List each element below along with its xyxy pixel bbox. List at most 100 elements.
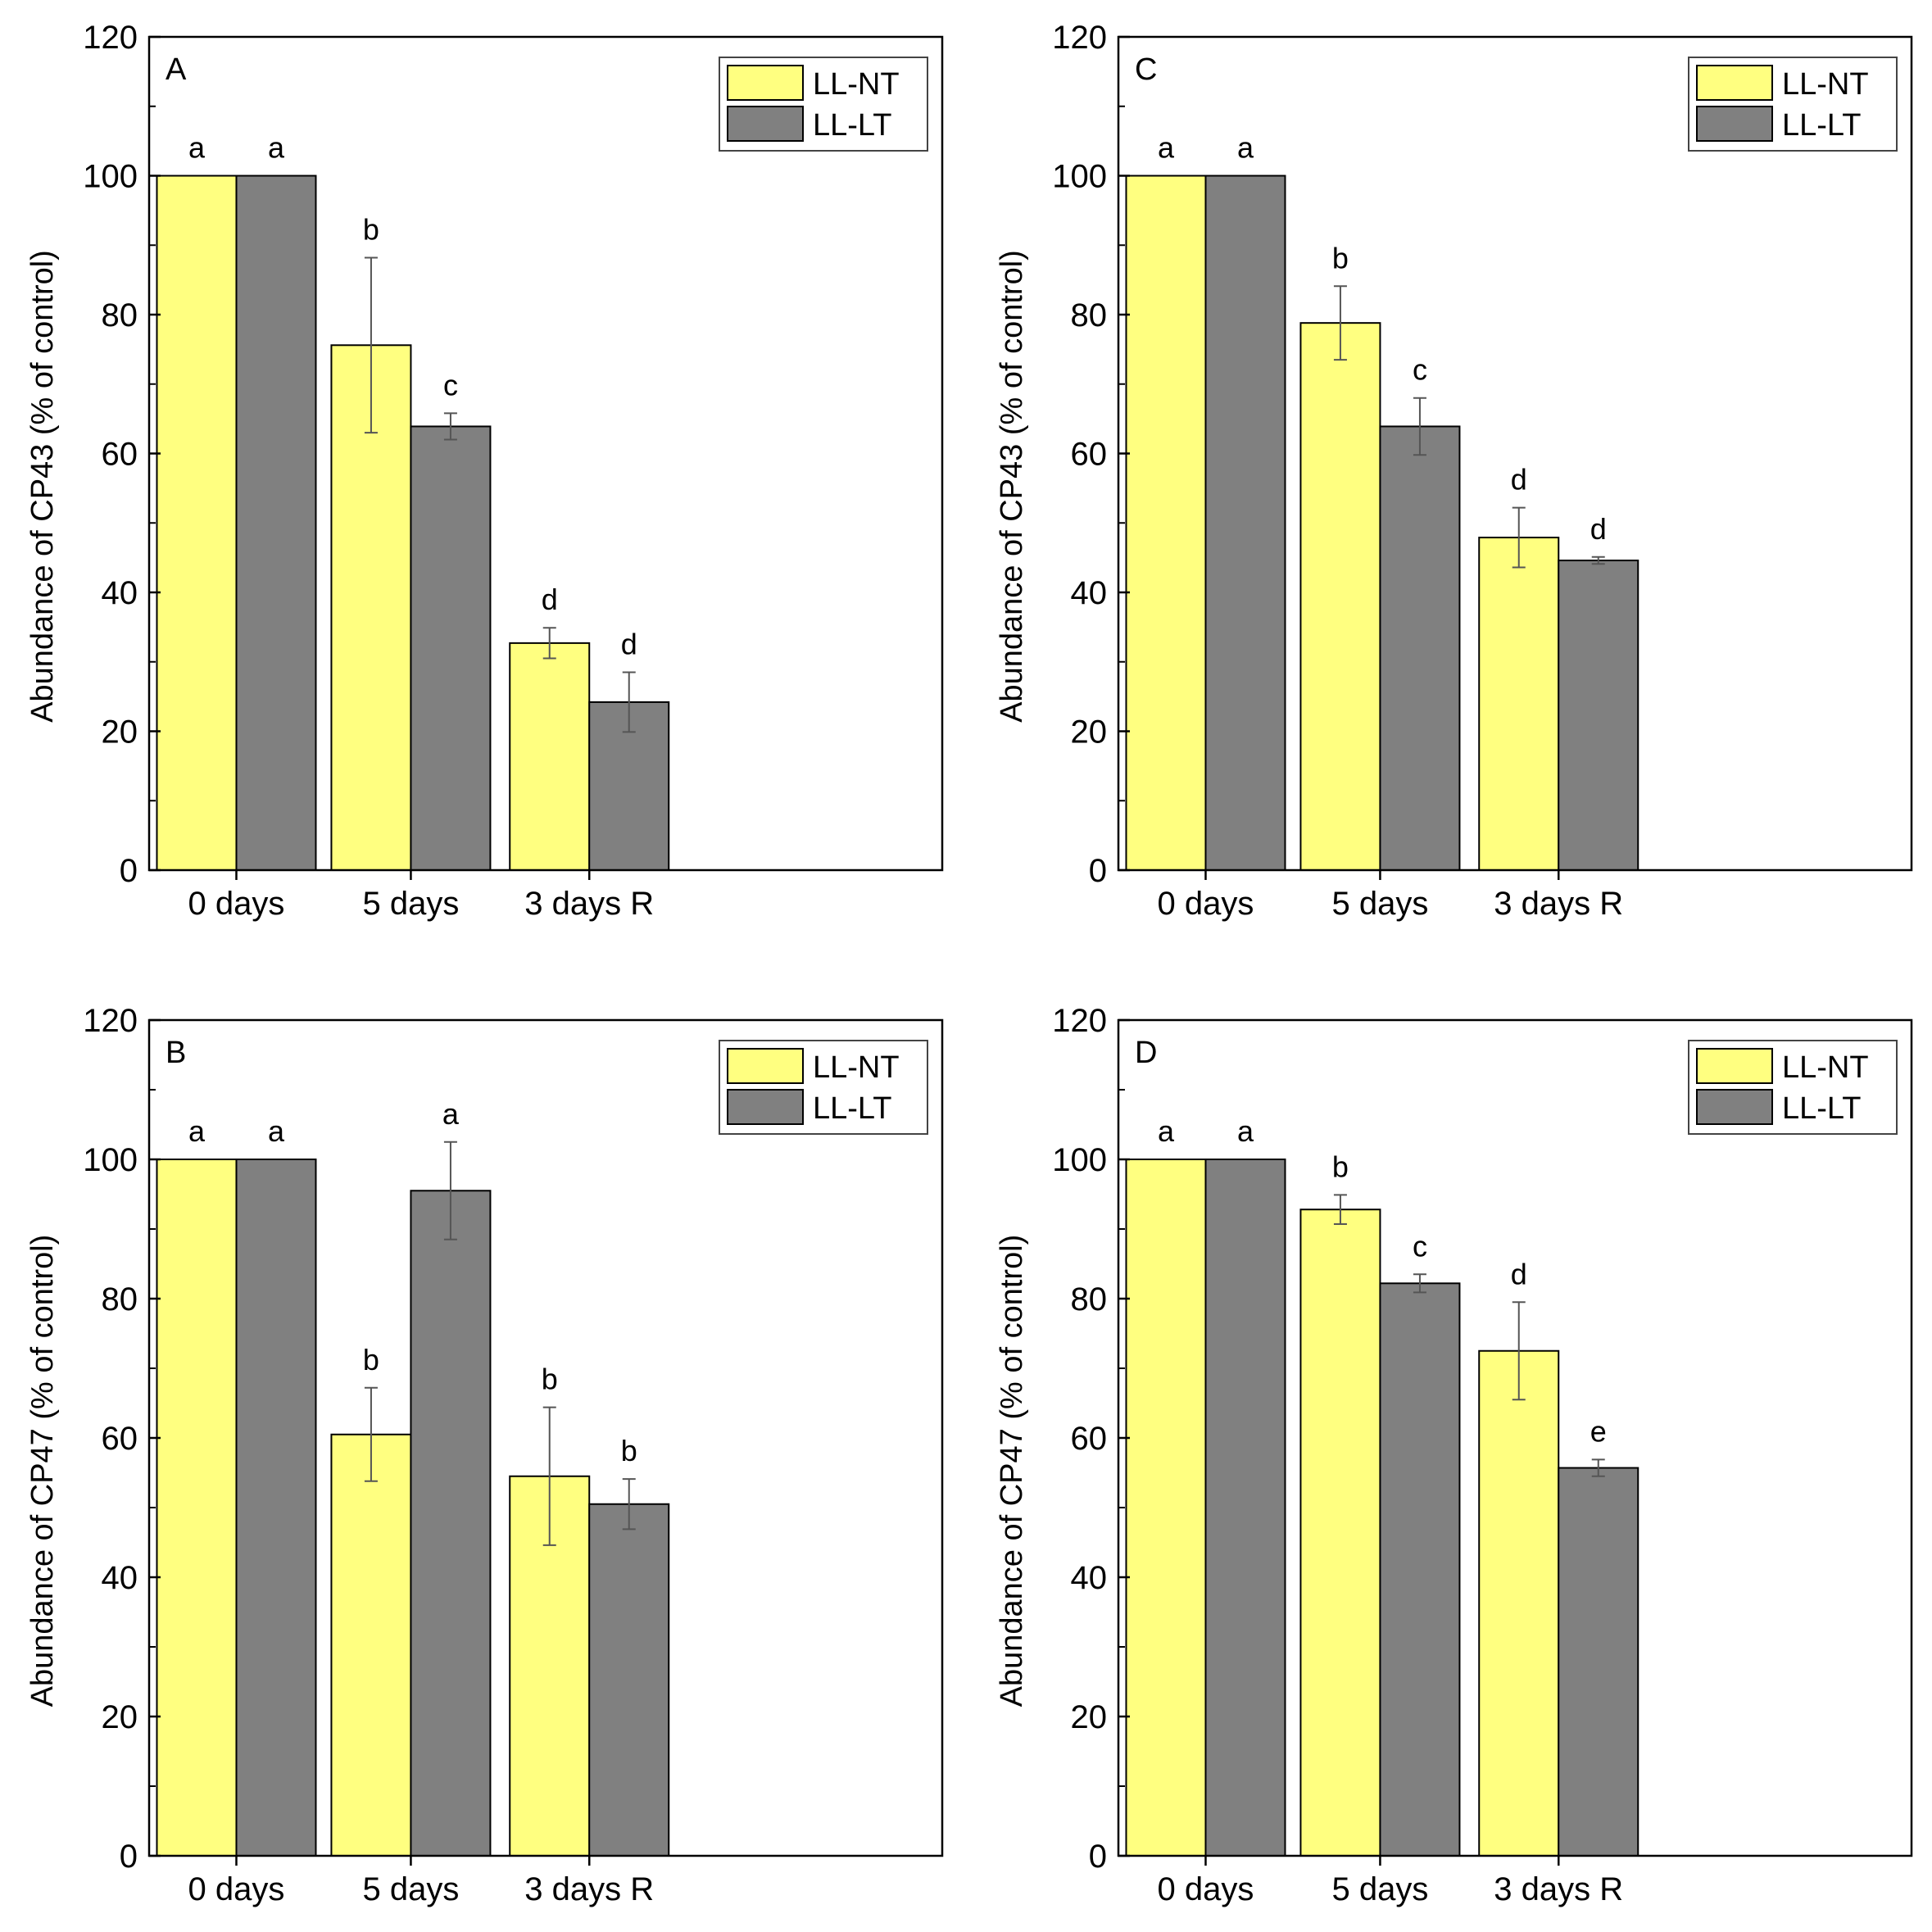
panel-letter: D	[1135, 1036, 1157, 1070]
significance-letter: a	[1158, 131, 1175, 165]
significance-letter: b	[542, 1363, 558, 1396]
significance-letter: e	[1590, 1414, 1607, 1448]
significance-letter: a	[188, 1114, 206, 1148]
x-tick-label: 5 days	[1332, 886, 1429, 922]
y-tick-label: 120	[1052, 20, 1107, 56]
error-bar-ll-lt-1	[443, 412, 457, 441]
significance-letter: a	[1237, 131, 1254, 165]
y-tick-label: 80	[1071, 297, 1108, 333]
significance-letter: b	[621, 1434, 637, 1467]
panel-d: a a b c d e 0 20 40 60 80 100 120 0 days 5 days 3 days …	[995, 1003, 1913, 1907]
error-bar-ll-nt-2	[1512, 1301, 1526, 1401]
legend-swatch-ll-lt	[1696, 106, 1773, 142]
y-axis-title: Abundance of CP47 (% of control)	[25, 1235, 60, 1708]
y-tick-label: 100	[83, 1142, 138, 1178]
bar-ll-lt-0	[235, 175, 317, 871]
bar-ll-nt-0	[1125, 175, 1207, 871]
y-axis-title: Abundance of CP43 (% of control)	[25, 250, 60, 723]
legend-label: LL-LT	[813, 1091, 891, 1126]
x-tick-label: 3 days R	[1494, 886, 1623, 922]
legend-label: LL-LT	[1782, 108, 1861, 143]
error-bar-ll-lt-2	[622, 1478, 636, 1531]
y-tick-label: 100	[83, 159, 138, 195]
significance-letter: a	[1237, 1114, 1254, 1148]
error-bar-ll-nt-1	[364, 256, 378, 434]
error-bar-ll-nt-1	[1333, 1194, 1347, 1226]
panel-a: a a b c d d 0 20 40 60 80 100 120 0 days 5 days 3 days …	[25, 20, 944, 922]
x-tick-label: 5 days	[363, 886, 460, 922]
legend-label: LL-NT	[1782, 67, 1869, 102]
legend: LL-NT LL-LT	[719, 57, 928, 152]
legend-swatch-ll-lt	[727, 106, 804, 142]
error-bar-ll-lt-1	[443, 1141, 457, 1240]
significance-letter: c	[1413, 353, 1427, 387]
error-bar-ll-lt-2	[1591, 556, 1605, 565]
y-tick-label: 120	[1052, 1003, 1107, 1039]
bar-ll-lt-0	[1204, 175, 1286, 871]
x-tick-label: 3 days R	[1494, 1871, 1623, 1907]
bar-ll-nt-2	[509, 642, 591, 871]
significance-letter: b	[363, 213, 379, 247]
y-tick-label: 100	[1052, 159, 1107, 195]
error-bar-ll-lt-1	[1413, 397, 1426, 456]
bar-ll-lt-1	[1379, 425, 1461, 871]
y-tick-label: 60	[102, 1421, 138, 1457]
y-tick-label: 20	[1071, 1699, 1108, 1735]
panel-b: a a b a b b 0 20 40 60 80 100 120 0 days 5 days 3 days …	[25, 1003, 944, 1907]
y-tick-label: 40	[1071, 575, 1108, 611]
y-tick-label: 80	[102, 297, 138, 333]
error-bar-ll-nt-1	[1333, 285, 1347, 361]
legend-label: LL-LT	[813, 108, 891, 143]
error-bar-ll-lt-2	[622, 671, 636, 733]
bar-ll-nt-0	[1125, 1159, 1207, 1857]
x-tick-label: 0 days	[1158, 1871, 1254, 1907]
y-tick-label: 40	[102, 1560, 138, 1596]
legend: LL-NT LL-LT	[719, 1040, 928, 1135]
y-tick-label: 40	[1071, 1560, 1108, 1596]
bar-ll-nt-1	[330, 1433, 412, 1857]
bar-ll-lt-0	[235, 1159, 317, 1857]
y-tick-label: 40	[102, 575, 138, 611]
legend-swatch-ll-nt	[727, 65, 804, 101]
significance-letter: a	[188, 131, 206, 165]
significance-letter: d	[1590, 512, 1607, 546]
bar-ll-lt-2	[588, 1503, 670, 1857]
significance-letter: a	[268, 131, 285, 165]
significance-letter: a	[268, 1114, 285, 1148]
x-tick-label: 0 days	[188, 1871, 285, 1907]
bar-ll-nt-2	[1478, 1349, 1560, 1857]
y-tick-label: 80	[1071, 1281, 1108, 1317]
significance-letter: c	[1413, 1229, 1427, 1263]
bar-ll-lt-1	[410, 1190, 492, 1857]
y-tick-label: 20	[1071, 714, 1108, 751]
x-tick-label: 5 days	[363, 1871, 460, 1907]
error-bar-ll-lt-1	[1413, 1273, 1426, 1294]
legend-swatch-ll-nt	[1696, 1048, 1773, 1084]
legend-label: LL-NT	[813, 67, 900, 102]
error-bar-ll-nt-1	[364, 1386, 378, 1482]
legend-label: LL-NT	[1782, 1050, 1869, 1085]
significance-letter: a	[442, 1097, 460, 1131]
x-tick-label: 0 days	[188, 886, 285, 922]
bar-ll-nt-0	[156, 1159, 238, 1857]
error-bar-ll-nt-2	[542, 1406, 556, 1546]
panel-letter: C	[1135, 52, 1157, 87]
panel-letter: B	[166, 1036, 186, 1070]
x-tick-label: 0 days	[1158, 886, 1254, 922]
significance-letter: d	[542, 583, 558, 616]
y-tick-label: 80	[102, 1281, 138, 1317]
y-tick-label: 0	[1089, 1839, 1107, 1875]
y-tick-label: 20	[102, 1699, 138, 1735]
legend: LL-NT LL-LT	[1688, 1040, 1898, 1135]
y-tick-label: 120	[83, 1003, 138, 1039]
bar-ll-lt-2	[1558, 560, 1639, 871]
significance-letter: b	[1332, 1150, 1349, 1183]
legend-swatch-ll-nt	[1696, 65, 1773, 101]
x-tick-label: 5 days	[1332, 1871, 1429, 1907]
panel-c: a a b c d d 0 20 40 60 80 100 120 0 days 5 days 3 days …	[995, 20, 1913, 922]
y-tick-label: 20	[102, 714, 138, 751]
y-tick-label: 100	[1052, 1142, 1107, 1178]
legend-swatch-ll-nt	[727, 1048, 804, 1084]
panel-letter: A	[166, 52, 187, 87]
